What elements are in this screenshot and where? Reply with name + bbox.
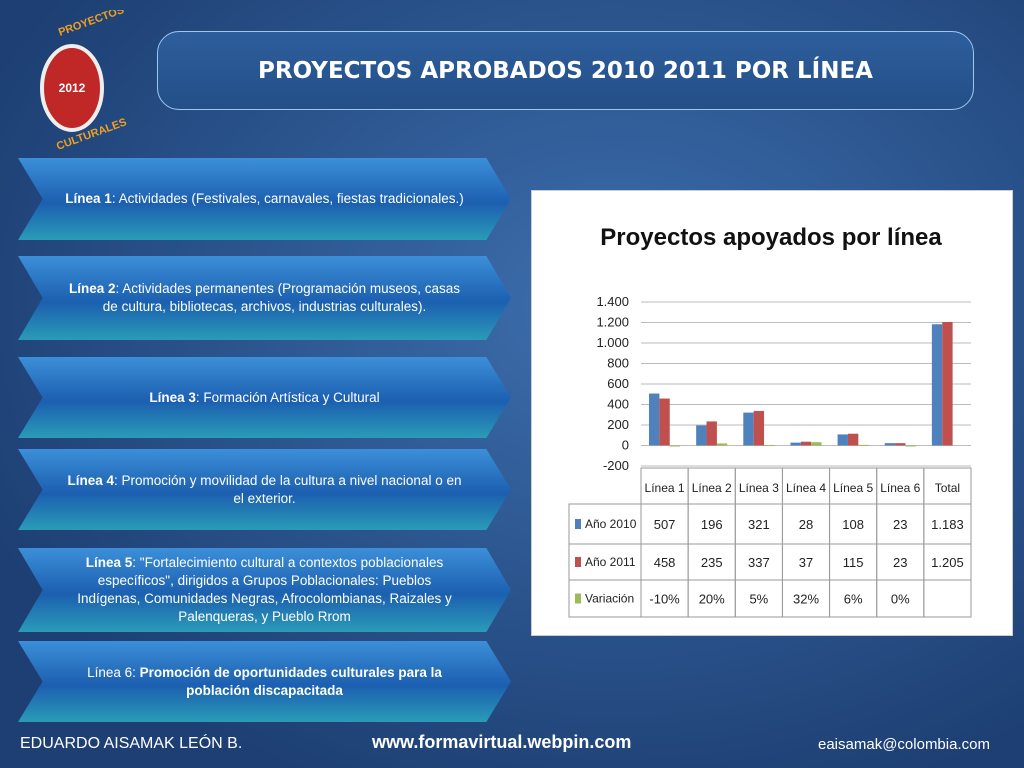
line-part: Línea 4 bbox=[67, 472, 115, 488]
bar bbox=[847, 433, 859, 446]
line-part: Línea 6: bbox=[87, 664, 140, 680]
line-part: Línea 5 bbox=[85, 555, 133, 570]
legend-swatch bbox=[575, 519, 581, 529]
chart: Proyectos apoyados por línea -200 0 200 400 6… bbox=[568, 224, 972, 618]
line-part: Línea 1 bbox=[65, 191, 112, 206]
logo-year: 2012 bbox=[59, 81, 86, 95]
bar bbox=[942, 321, 953, 446]
line-part: Promoción de oportunidades culturales pa… bbox=[139, 664, 442, 698]
table-value: 458 bbox=[654, 555, 676, 570]
table-value: 235 bbox=[701, 555, 723, 570]
table-value: 28 bbox=[799, 517, 813, 532]
line-panel: Línea 1: Actividades (Festivales, carnav… bbox=[18, 158, 511, 240]
table-cell bbox=[923, 579, 972, 618]
bar bbox=[905, 445, 916, 447]
y-tick-label: 200 bbox=[607, 417, 629, 432]
bar bbox=[811, 442, 822, 446]
y-tick-label: -200 bbox=[603, 458, 629, 473]
logo: PROYECTOS 2012 CULTURALES bbox=[40, 10, 128, 153]
title: PROYECTOS APROBADOS 2010 2011 POR LÍNEA bbox=[258, 57, 873, 84]
bar bbox=[716, 443, 728, 446]
line-text: Línea 6: Promoción de oportunidades cult… bbox=[65, 664, 465, 700]
line-part: Línea 2 bbox=[69, 281, 116, 296]
category-label: Línea 2 bbox=[692, 481, 732, 495]
y-tick-label: 400 bbox=[607, 397, 629, 412]
line-panel: Línea 5: "Fortalecimiento cultural a con… bbox=[18, 548, 511, 632]
line-text: Línea 2: Actividades permanentes (Progra… bbox=[65, 280, 465, 316]
legend-swatch bbox=[575, 557, 581, 567]
table-value: 1.205 bbox=[931, 555, 964, 570]
line-panel: Línea 4: Promoción y movilidad de la cul… bbox=[18, 449, 511, 530]
table-value: 32% bbox=[793, 592, 819, 607]
line-text: Línea 1: Actividades (Festivales, carnav… bbox=[65, 190, 465, 208]
bar bbox=[649, 393, 660, 446]
logo-top: PROYECTOS bbox=[57, 10, 126, 39]
line-text: Línea 5: "Fortalecimiento cultural a con… bbox=[65, 554, 465, 626]
email: eaisamak@colombia.com bbox=[818, 736, 990, 753]
y-tick-label: 800 bbox=[607, 356, 629, 371]
bar bbox=[858, 444, 869, 446]
table-value: 5% bbox=[749, 592, 768, 607]
bar bbox=[696, 425, 707, 446]
bar bbox=[669, 445, 681, 447]
bar bbox=[743, 412, 754, 446]
table-value: 108 bbox=[842, 517, 864, 532]
table-value: 1.183 bbox=[931, 517, 964, 532]
table-value: 37 bbox=[799, 555, 813, 570]
table-value: 337 bbox=[748, 555, 770, 570]
category-label: Línea 4 bbox=[786, 481, 826, 495]
y-tick-label: 1.200 bbox=[596, 315, 629, 330]
category-label: Línea 1 bbox=[645, 481, 685, 495]
y-tick-label: 1.400 bbox=[596, 294, 629, 309]
line-panel: Línea 6: Promoción de oportunidades cult… bbox=[18, 641, 511, 722]
bar bbox=[753, 410, 765, 446]
table-value: 23 bbox=[893, 517, 907, 532]
table-value: 115 bbox=[843, 555, 864, 570]
title-box: PROYECTOS APROBADOS 2010 2011 POR LÍNEA bbox=[157, 31, 974, 110]
legend-label: Año 2011 bbox=[585, 555, 636, 569]
legend-label: Variación bbox=[585, 592, 634, 606]
y-tick-label: 0 bbox=[622, 438, 629, 453]
bar bbox=[790, 442, 801, 446]
bar bbox=[764, 444, 775, 446]
line-panel: Línea 3: Formación Artística y Cultural bbox=[18, 357, 511, 438]
author: EDUARDO AISAMAK LEÓN B. bbox=[20, 735, 243, 752]
table-value: -10% bbox=[649, 592, 680, 607]
bar bbox=[895, 443, 906, 446]
table-value: 0% bbox=[891, 592, 910, 607]
chart-title: Proyectos apoyados por línea bbox=[600, 224, 942, 251]
logo-badge bbox=[40, 44, 104, 132]
legend-swatch bbox=[575, 593, 581, 604]
line-part: : Actividades permanentes (Programación … bbox=[102, 281, 460, 314]
bar bbox=[931, 324, 943, 446]
line-panel: Línea 2: Actividades permanentes (Progra… bbox=[18, 256, 511, 340]
line-part: : Promoción y movilidad de la cultura a … bbox=[114, 472, 462, 506]
bar bbox=[837, 434, 848, 446]
line-part: : "Fortalecimiento cultural a contextos … bbox=[77, 555, 452, 624]
line-part: : Formación Artística y Cultural bbox=[195, 389, 380, 405]
category-label: Línea 5 bbox=[833, 481, 873, 495]
bar bbox=[659, 398, 670, 446]
table-value: 23 bbox=[893, 555, 907, 570]
line-part: : Actividades (Festivales, carnavales, f… bbox=[111, 191, 464, 206]
legend-label: Año 2010 bbox=[585, 517, 637, 531]
line-part: Línea 3 bbox=[149, 389, 196, 405]
table-value: 196 bbox=[701, 517, 723, 532]
line-text: Línea 3: Formación Artística y Cultural bbox=[65, 389, 465, 407]
category-label: Total bbox=[935, 481, 960, 495]
y-tick-label: 1.000 bbox=[596, 335, 629, 350]
category-label: Línea 6 bbox=[880, 481, 920, 495]
table-value: 507 bbox=[654, 517, 676, 532]
table-value: 6% bbox=[844, 592, 863, 607]
bar bbox=[800, 441, 812, 446]
category-label: Línea 3 bbox=[739, 481, 779, 495]
site: www.formavirtual.webpin.com bbox=[372, 732, 632, 752]
bar bbox=[706, 421, 717, 446]
y-tick-label: 600 bbox=[607, 376, 629, 391]
table-value: 321 bbox=[748, 517, 770, 532]
line-text: Línea 4: Promoción y movilidad de la cul… bbox=[65, 472, 465, 508]
table-value: 20% bbox=[699, 592, 725, 607]
bar bbox=[884, 443, 896, 446]
